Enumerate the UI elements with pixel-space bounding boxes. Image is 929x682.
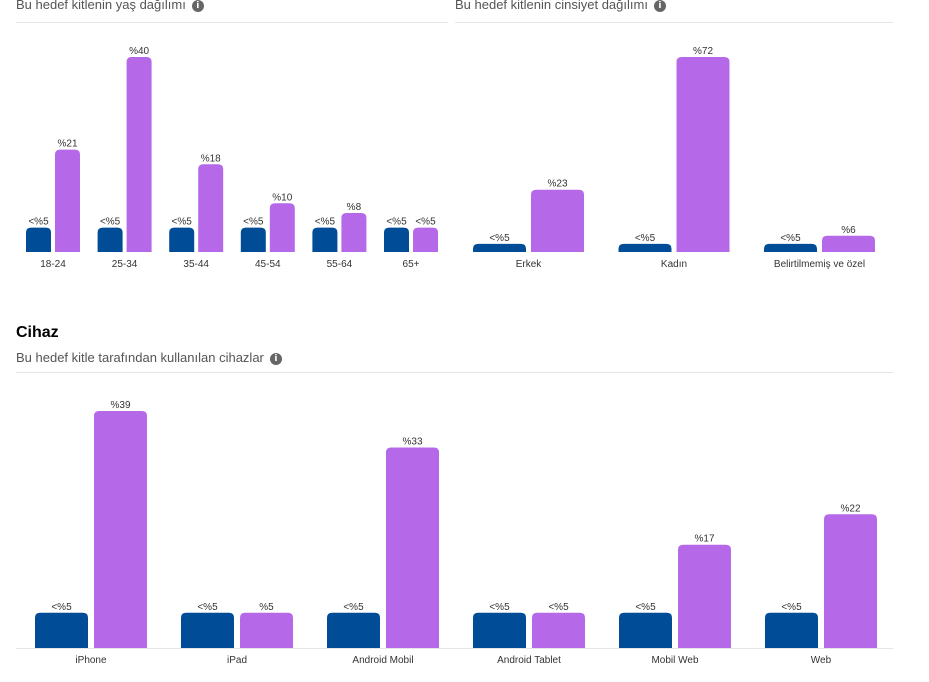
age-subtitle: Bu hedef kitlenin yaş dağılımı i (16, 0, 204, 12)
device-section-title: Cihaz (16, 324, 59, 341)
age-category-label-3: 45-54 (255, 259, 281, 270)
device-value-label-b-2: %33 (402, 436, 422, 447)
age-divider (16, 22, 448, 23)
device-category-label-1: iPad (227, 655, 247, 666)
device-bar-b-5[interactable] (824, 514, 877, 648)
age-bar-a-0[interactable] (26, 227, 51, 252)
device-baseline-rule (16, 648, 893, 649)
age-value-label-a-4: <%5 (315, 217, 336, 228)
age-bar-b-5[interactable] (413, 227, 438, 252)
device-value-label-a-1: <%5 (197, 602, 218, 613)
device-value-label-b-5: %22 (840, 503, 860, 514)
age-value-label-b-3: %10 (272, 192, 292, 203)
gender-bar-b-2[interactable] (822, 235, 875, 252)
age-bar-a-3[interactable] (240, 227, 266, 252)
info-icon[interactable]: i (269, 353, 282, 365)
device-bar-b-1[interactable] (240, 612, 293, 648)
gender-value-label-a-2: <%5 (780, 233, 801, 244)
device-value-label-b-0: %39 (110, 400, 130, 411)
device-bar-a-1[interactable] (181, 612, 234, 648)
gender-category-label-0: Erkek (516, 259, 543, 270)
gender-subtitle: Bu hedef kitlenin cinsiyet dağılımı i (455, 0, 666, 12)
device-bar-a-5[interactable] (765, 612, 818, 648)
age-value-label-a-2: <%5 (172, 217, 193, 228)
age-value-label-a-1: <%5 (100, 217, 121, 228)
device-category-label-5: Web (811, 655, 832, 666)
age-category-label-0: 18-24 (40, 259, 66, 270)
gender-divider (455, 22, 893, 23)
device-bar-a-0[interactable] (35, 612, 88, 648)
age-bar-b-2[interactable] (198, 164, 224, 252)
gender-value-label-b-2: %6 (841, 225, 856, 236)
age-distribution-chart: <%5 %21 18-24 <%5 %40 25-34 <%5 %18 35-44 <%5 %10 4… (26, 46, 438, 270)
info-icon[interactable]: i (191, 0, 204, 12)
device-category-label-2: Android Mobil (352, 655, 413, 666)
device-bar-b-4[interactable] (678, 544, 731, 648)
gender-value-label-b-0: %23 (547, 179, 567, 190)
device-value-label-a-4: <%5 (635, 602, 656, 613)
age-bar-b-3[interactable] (269, 203, 295, 252)
age-subtitle-text: Bu hedef kitlenin yaş dağılımı (16, 0, 186, 12)
gender-value-label-a-1: <%5 (635, 233, 656, 244)
age-category-label-4: 55-64 (327, 259, 353, 270)
age-category-label-5: 65+ (403, 259, 420, 270)
gender-bar-a-1[interactable] (618, 243, 672, 252)
device-bar-b-2[interactable] (386, 447, 439, 648)
age-bar-b-4[interactable] (341, 213, 367, 252)
device-value-label-b-1: %5 (259, 602, 274, 613)
age-category-label-1: 25-34 (112, 259, 138, 270)
gender-bar-a-0[interactable] (473, 243, 526, 252)
gender-distribution-chart: <%5 %23 Erkek <%5 %72 Kadın <%5 %6 Belirtilmemiş… (473, 46, 875, 270)
device-category-label-0: iPhone (75, 655, 107, 666)
device-value-label-a-0: <%5 (51, 602, 72, 613)
age-bar-b-1[interactable] (126, 57, 152, 252)
gender-value-label-b-1: %72 (693, 46, 713, 57)
device-value-label-a-2: <%5 (343, 602, 364, 613)
age-value-label-b-1: %40 (129, 46, 149, 57)
device-bar-b-0[interactable] (94, 411, 147, 648)
age-value-label-a-5: <%5 (386, 217, 407, 228)
age-value-label-b-2: %18 (201, 153, 221, 164)
gender-bar-a-2[interactable] (764, 243, 817, 252)
device-bar-a-2[interactable] (327, 612, 380, 648)
device-bar-a-3[interactable] (473, 612, 526, 648)
device-divider (16, 372, 893, 373)
age-value-label-a-3: <%5 (243, 217, 264, 228)
age-bar-a-5[interactable] (384, 227, 409, 252)
age-value-label-b-0: %21 (57, 139, 77, 150)
gender-category-label-1: Kadın (661, 259, 687, 270)
device-value-label-a-3: <%5 (489, 602, 510, 613)
device-value-label-b-4: %17 (694, 534, 714, 545)
age-bar-a-4[interactable] (312, 227, 338, 252)
device-value-label-a-5: <%5 (781, 602, 802, 613)
age-value-label-a-0: <%5 (28, 217, 49, 228)
gender-bar-b-1[interactable] (676, 57, 730, 252)
device-subtitle-text: Bu hedef kitle tarafından kullanılan cih… (16, 350, 264, 365)
gender-subtitle-text: Bu hedef kitlenin cinsiyet dağılımı (455, 0, 648, 12)
age-value-label-b-5: <%5 (415, 217, 436, 228)
age-category-label-2: 35-44 (183, 259, 209, 270)
device-value-label-b-3: <%5 (548, 602, 569, 613)
device-bar-b-3[interactable] (532, 612, 585, 648)
age-bar-a-1[interactable] (97, 227, 123, 252)
gender-value-label-a-0: <%5 (489, 233, 510, 244)
age-bar-a-2[interactable] (169, 227, 195, 252)
device-subtitle: Bu hedef kitle tarafından kullanılan cih… (16, 350, 282, 365)
age-value-label-b-4: %8 (347, 202, 362, 213)
device-bar-a-4[interactable] (619, 612, 672, 648)
device-category-label-4: Mobil Web (651, 655, 698, 666)
info-icon[interactable]: i (653, 0, 666, 12)
gender-category-label-2: Belirtilmemiş ve özel (774, 259, 865, 270)
device-category-label-3: Android Tablet (497, 655, 561, 666)
gender-bar-b-0[interactable] (531, 189, 584, 252)
age-bar-b-0[interactable] (55, 149, 80, 252)
